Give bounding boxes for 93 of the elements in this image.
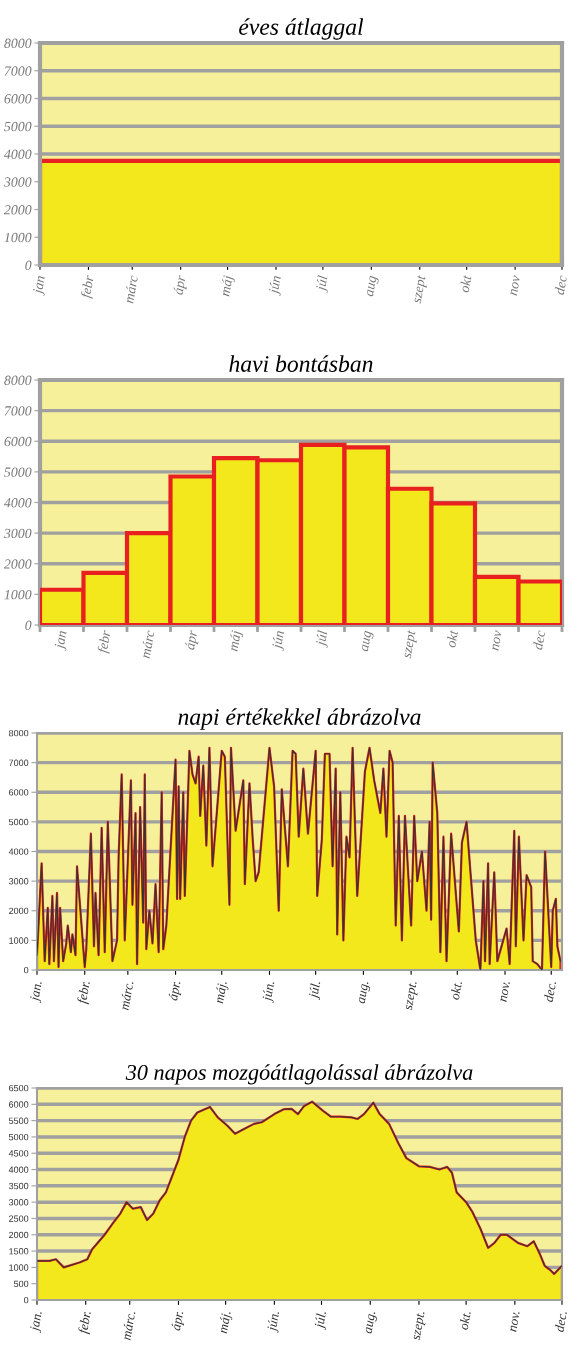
y-tick-label: 5000 bbox=[4, 467, 32, 477]
x-tick-label: szept bbox=[412, 274, 429, 305]
y-tick-label: 3000 bbox=[3, 528, 32, 539]
y-tick-label: 3000 bbox=[8, 878, 29, 885]
x-tick-label: nov. bbox=[510, 1311, 520, 1332]
x-tick-label: jún. bbox=[266, 1310, 282, 1334]
y-tick-label: 1000 bbox=[4, 232, 32, 243]
y-tick-label: 0 bbox=[24, 1296, 29, 1304]
x-tick-label: jan. bbox=[29, 980, 45, 1004]
x-tick-label: okt bbox=[445, 629, 459, 648]
y-tick-label: 2000 bbox=[3, 205, 32, 215]
x-tick-label: máj. bbox=[217, 1310, 234, 1335]
chart-title: napi értékekkel ábrázolva bbox=[178, 708, 421, 730]
x-tick-label: febr bbox=[80, 274, 97, 299]
y-tick-label: 2000 bbox=[3, 559, 32, 569]
y-tick-label: 4000 bbox=[8, 1166, 29, 1173]
y-tick-label: 0 bbox=[25, 620, 32, 630]
y-tick-label: 0 bbox=[24, 966, 29, 974]
x-tick-label: nov bbox=[510, 275, 521, 296]
y-tick-label: 6000 bbox=[4, 94, 32, 104]
y-tick-label: 5000 bbox=[8, 1133, 29, 1141]
y-tick-label: 0 bbox=[25, 260, 32, 270]
x-tick-label: jún bbox=[267, 275, 284, 296]
y-tick-label: 4000 bbox=[8, 848, 29, 855]
x-tick-label: márc. bbox=[119, 980, 134, 1011]
x-tick-label: jan. bbox=[29, 1310, 45, 1334]
x-tick-label: febr. bbox=[76, 980, 93, 1005]
x-tick-label: jan bbox=[54, 630, 70, 651]
x-tick-label: febr. bbox=[77, 1310, 94, 1335]
y-tick-label: 7000 bbox=[4, 406, 32, 416]
x-tick-label: márc bbox=[140, 629, 155, 659]
y-tick-label: 4500 bbox=[8, 1150, 29, 1157]
x-tick-label: júl. bbox=[308, 980, 323, 1001]
y-tick-label: 5500 bbox=[8, 1117, 29, 1124]
x-tick-label: ápr bbox=[172, 274, 189, 296]
x-tick-label: nov bbox=[491, 630, 502, 651]
y-tick-label: 3500 bbox=[8, 1182, 29, 1190]
x-tick-label: okt bbox=[459, 274, 472, 293]
chart-title: havi bontásban bbox=[229, 355, 373, 372]
x-tick-label: márc. bbox=[121, 1310, 136, 1341]
x-tick-label: jún bbox=[271, 630, 287, 651]
x-tick-label: máj. bbox=[213, 980, 230, 1005]
x-tick-label: aug. bbox=[365, 1311, 378, 1335]
x-tick-label: jún. bbox=[261, 980, 277, 1004]
y-tick-label: 7000 bbox=[9, 759, 29, 766]
x-tick-label: nov. bbox=[500, 981, 510, 1002]
x-tick-label: szept bbox=[402, 629, 419, 660]
y-tick-label: 3000 bbox=[8, 1199, 29, 1206]
y-tick-label: 1000 bbox=[9, 1264, 29, 1271]
y-tick-label: 8000 bbox=[8, 729, 29, 737]
x-tick-label: szept. bbox=[404, 981, 420, 1011]
x-tick-label: dec. bbox=[554, 1310, 567, 1333]
x-tick-label: márc bbox=[123, 274, 139, 304]
y-tick-label: 5000 bbox=[4, 121, 32, 132]
y-tick-label: 4000 bbox=[3, 149, 32, 159]
y-tick-label: 1500 bbox=[9, 1248, 29, 1255]
y-tick-label: 5000 bbox=[8, 818, 29, 826]
x-tick-label: dec bbox=[554, 274, 568, 295]
y-tick-label: 1000 bbox=[4, 589, 32, 600]
x-tick-label: jan bbox=[32, 275, 48, 296]
x-tick-label: ápr. bbox=[167, 980, 183, 1002]
x-tick-label: máj bbox=[227, 630, 244, 652]
x-tick-label: ápr bbox=[184, 629, 201, 651]
x-tick-label: júl. bbox=[313, 1310, 329, 1331]
x-tick-label: júl bbox=[315, 275, 331, 293]
y-tick-label: 6500 bbox=[9, 1084, 29, 1092]
x-tick-label: febr bbox=[97, 629, 114, 654]
x-tick-label: máj bbox=[219, 275, 236, 297]
y-tick-label: 4000 bbox=[3, 498, 32, 508]
y-tick-label: 3000 bbox=[3, 177, 32, 187]
y-tick-label: 8000 bbox=[4, 375, 32, 385]
x-tick-label: dec bbox=[532, 629, 546, 650]
x-tick-label: aug bbox=[361, 630, 375, 653]
chart-title: éves átlaggal bbox=[239, 18, 364, 40]
y-tick-label: 6000 bbox=[9, 1101, 29, 1108]
x-tick-label: szept. bbox=[412, 1311, 428, 1341]
y-tick-label: 6000 bbox=[4, 436, 32, 447]
y-tick-label: 6000 bbox=[9, 789, 29, 796]
x-tick-label: aug. bbox=[358, 981, 372, 1005]
y-tick-label: 2000 bbox=[9, 907, 29, 915]
x-tick-label: okt. bbox=[449, 980, 463, 1001]
y-tick-label: 2000 bbox=[9, 1231, 29, 1239]
x-tick-label: aug bbox=[366, 275, 380, 298]
y-tick-label: 1000 bbox=[9, 937, 29, 944]
y-tick-label: 2500 bbox=[9, 1215, 29, 1222]
y-tick-label: 7000 bbox=[4, 66, 32, 76]
y-tick-label: 8000 bbox=[4, 38, 32, 48]
x-tick-label: dec. bbox=[543, 980, 557, 1003]
x-tick-label: ápr. bbox=[170, 1310, 186, 1332]
x-tick-label: júl bbox=[315, 630, 331, 648]
chart-title: 30 napos mozgóátlagolással ábrázolva bbox=[125, 1064, 473, 1085]
x-tick-label: okt. bbox=[458, 1310, 471, 1331]
y-tick-label: 500 bbox=[13, 1280, 29, 1288]
